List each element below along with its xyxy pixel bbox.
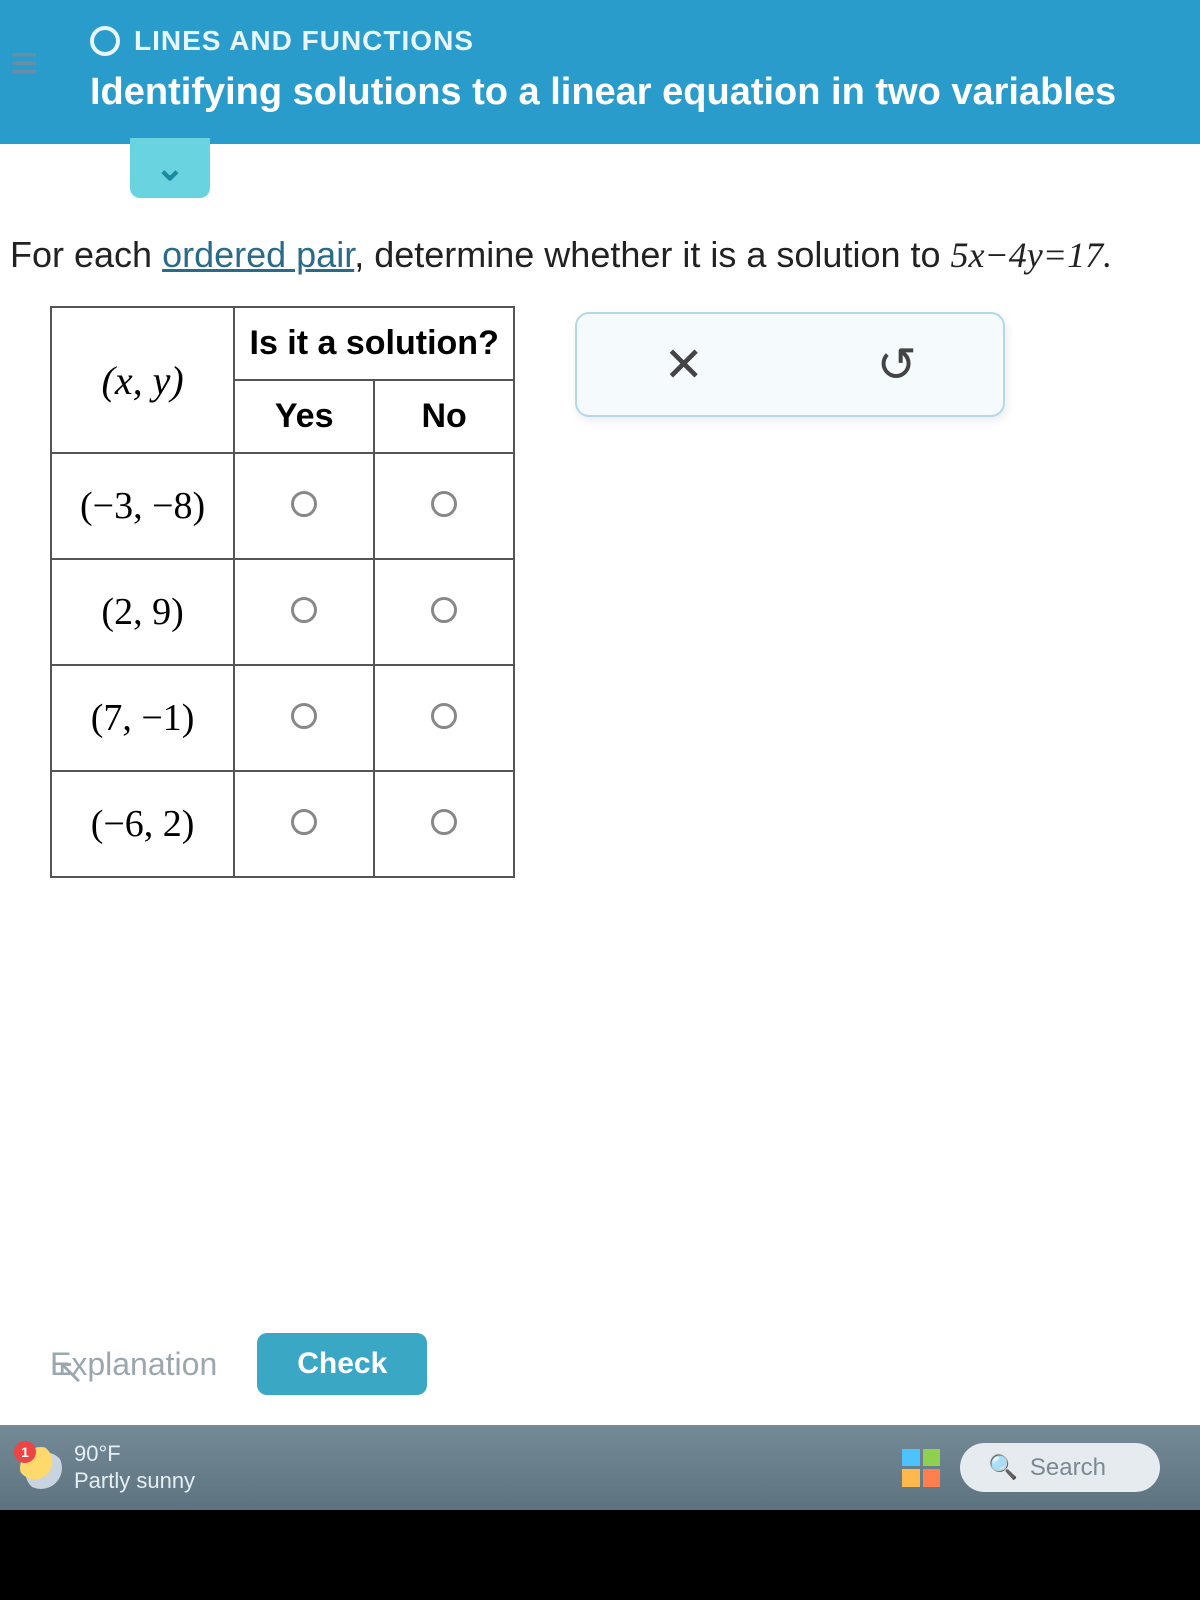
pair-cell: (7, −1)	[51, 665, 234, 771]
explanation-button[interactable]: ↖ Explanation	[50, 1346, 217, 1383]
ordered-pair-link[interactable]: ordered pair	[162, 234, 354, 275]
prompt-pre: For each	[10, 234, 162, 275]
start-button[interactable]	[902, 1449, 940, 1487]
yes-radio-cell[interactable]	[234, 665, 374, 771]
topic-title: Identifying solutions to a linear equati…	[90, 71, 1170, 114]
clear-button[interactable]: ✕	[664, 337, 704, 393]
notification-badge: 1	[14, 1441, 36, 1463]
taskbar-center: 🔍 Search	[902, 1443, 1160, 1492]
prompt-post: , determine whether it is a solution to	[354, 234, 950, 275]
yes-radio-cell[interactable]	[234, 559, 374, 665]
radio-icon	[431, 809, 457, 835]
no-radio-cell[interactable]	[374, 559, 514, 665]
taskbar-search[interactable]: 🔍 Search	[960, 1443, 1160, 1492]
course-name: LINES AND FUNCTIONS	[134, 25, 474, 57]
condition: Partly sunny	[74, 1468, 195, 1494]
table-row: (7, −1)	[51, 665, 514, 771]
no-header: No	[374, 380, 514, 453]
action-toolbar: ✕ ↺	[575, 312, 1005, 417]
radio-icon	[291, 491, 317, 517]
search-placeholder: Search	[1030, 1454, 1106, 1482]
cursor-icon: ↖	[56, 1352, 85, 1392]
no-radio-cell[interactable]	[374, 665, 514, 771]
pair-header: (x, y)	[51, 307, 234, 453]
weather-icon: 1	[20, 1447, 62, 1489]
course-line: LINES AND FUNCTIONS	[90, 25, 1170, 57]
no-radio-cell[interactable]	[374, 771, 514, 877]
topic-header: ≡ LINES AND FUNCTIONS Identifying soluti…	[0, 0, 1200, 144]
weather-text: 90°F Partly sunny	[74, 1441, 195, 1494]
menu-icon[interactable]: ≡	[10, 40, 38, 88]
radio-icon	[431, 597, 457, 623]
no-radio-cell[interactable]	[374, 453, 514, 559]
pair-cell: (−3, −8)	[51, 453, 234, 559]
table-row: (−6, 2)	[51, 771, 514, 877]
radio-icon	[291, 809, 317, 835]
chevron-down-icon: ⌄	[155, 147, 185, 189]
reset-button[interactable]: ↺	[877, 337, 917, 393]
radio-icon	[431, 491, 457, 517]
footer-buttons: ↖ Explanation Check	[50, 1333, 427, 1395]
temperature: 90°F	[74, 1441, 195, 1467]
radio-icon	[291, 703, 317, 729]
yes-radio-cell[interactable]	[234, 453, 374, 559]
pair-cell: (2, 9)	[51, 559, 234, 665]
bottom-bezel	[0, 1510, 1200, 1600]
search-icon: 🔍	[988, 1453, 1018, 1482]
radio-icon	[291, 597, 317, 623]
tab-area: ⌄	[0, 144, 1200, 204]
table-row: (−3, −8)	[51, 453, 514, 559]
circle-icon	[90, 26, 120, 56]
workarea: (x, y) Is it a solution? Yes No (−3, −8)…	[0, 306, 1200, 1425]
weather-widget[interactable]: 1 90°F Partly sunny	[20, 1441, 195, 1494]
pair-cell: (−6, 2)	[51, 771, 234, 877]
question-header: Is it a solution?	[234, 307, 514, 380]
taskbar: 1 90°F Partly sunny 🔍 Search	[0, 1425, 1200, 1510]
equation: 5x−4y=17.	[951, 235, 1113, 275]
solution-table: (x, y) Is it a solution? Yes No (−3, −8)…	[50, 306, 515, 878]
yes-radio-cell[interactable]	[234, 771, 374, 877]
radio-icon	[431, 703, 457, 729]
dropdown-tab[interactable]: ⌄	[130, 138, 210, 198]
question-prompt: For each ordered pair, determine whether…	[0, 204, 1200, 306]
yes-header: Yes	[234, 380, 374, 453]
table-row: (2, 9)	[51, 559, 514, 665]
check-button[interactable]: Check	[257, 1333, 427, 1395]
